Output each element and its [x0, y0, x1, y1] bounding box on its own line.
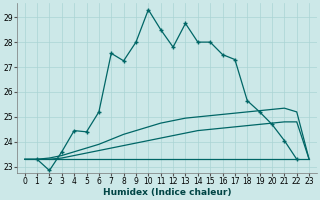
X-axis label: Humidex (Indice chaleur): Humidex (Indice chaleur): [103, 188, 231, 197]
